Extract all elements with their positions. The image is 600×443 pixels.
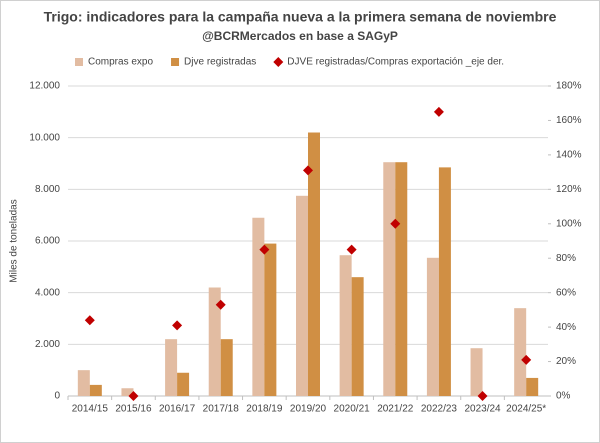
y2-tick-label: 80% — [556, 253, 576, 264]
bar — [252, 217, 265, 396]
legend-swatch — [75, 58, 83, 66]
y2-tick-label: 180% — [556, 81, 582, 92]
marker — [390, 218, 401, 229]
marker — [477, 391, 488, 401]
bar — [208, 287, 221, 396]
y2-tick-label: 60% — [556, 287, 576, 298]
bar — [426, 257, 439, 396]
x-tick-label: 2015/16 — [115, 404, 152, 415]
y-tick-label: 4.000 — [35, 287, 60, 298]
x-tick-label: 2020/21 — [334, 404, 371, 415]
bar — [220, 339, 233, 396]
legend-label: Compras expo — [88, 57, 153, 68]
bar — [339, 255, 352, 396]
marker — [215, 299, 226, 310]
marker — [172, 320, 183, 331]
bar — [77, 370, 90, 396]
x-tick-label: 2021/22 — [377, 404, 414, 415]
y2-tick-label: 0% — [556, 391, 571, 402]
y-tick-label: 6.000 — [35, 236, 60, 247]
bar — [264, 243, 277, 396]
bar — [395, 162, 408, 396]
y-axis-label: Miles de toneladas — [9, 199, 20, 282]
bar — [89, 384, 102, 396]
legend-swatch — [171, 58, 180, 66]
bar — [470, 348, 483, 396]
legend-swatch — [273, 57, 284, 67]
marker — [346, 244, 357, 255]
legend-label: Djve registradas — [184, 57, 256, 68]
chart-title: Trigo: indicadores para la campaña nueva… — [44, 9, 557, 25]
y2-tick-label: 140% — [556, 150, 582, 161]
bar — [383, 162, 396, 396]
marker — [433, 106, 444, 117]
marker — [84, 315, 95, 326]
marker — [303, 165, 313, 176]
bar — [165, 339, 178, 396]
bar — [121, 388, 134, 396]
bar — [526, 377, 539, 396]
x-tick-label: 2018/19 — [246, 404, 283, 415]
bar — [296, 195, 308, 396]
marker — [259, 244, 270, 255]
x-tick-label: 2014/15 — [72, 404, 109, 415]
x-tick-label: 2019/20 — [290, 404, 327, 415]
y2-tick-label: 120% — [556, 184, 582, 195]
y2-tick-label: 100% — [556, 218, 582, 229]
y2-tick-label: 40% — [556, 322, 576, 333]
y2-tick-label: 20% — [556, 356, 576, 367]
y-tick-label: 12.000 — [29, 81, 60, 92]
bar — [177, 372, 190, 396]
x-tick-label: 2023/24 — [464, 404, 501, 415]
bar — [351, 277, 364, 396]
x-tick-label: 2017/18 — [203, 404, 240, 415]
y-tick-label: 2.000 — [35, 339, 60, 350]
y-tick-label: 8.000 — [35, 184, 60, 195]
y2-tick-label: 160% — [556, 115, 582, 126]
legend-label: DJVE registradas/Compras exportación _ej… — [287, 57, 504, 68]
bar — [308, 132, 320, 396]
bar — [514, 308, 527, 396]
x-tick-label: 2016/17 — [159, 404, 196, 415]
x-tick-label: 2024/25* — [506, 404, 546, 415]
chart-subtitle: @BCRMercados en base a SAGyP — [202, 29, 398, 43]
x-tick-label: 2022/23 — [421, 404, 458, 415]
marker — [128, 391, 139, 401]
bar — [438, 167, 451, 396]
marker — [521, 354, 532, 365]
y-tick-label: 0 — [54, 391, 60, 402]
y-tick-label: 10.000 — [29, 132, 60, 143]
